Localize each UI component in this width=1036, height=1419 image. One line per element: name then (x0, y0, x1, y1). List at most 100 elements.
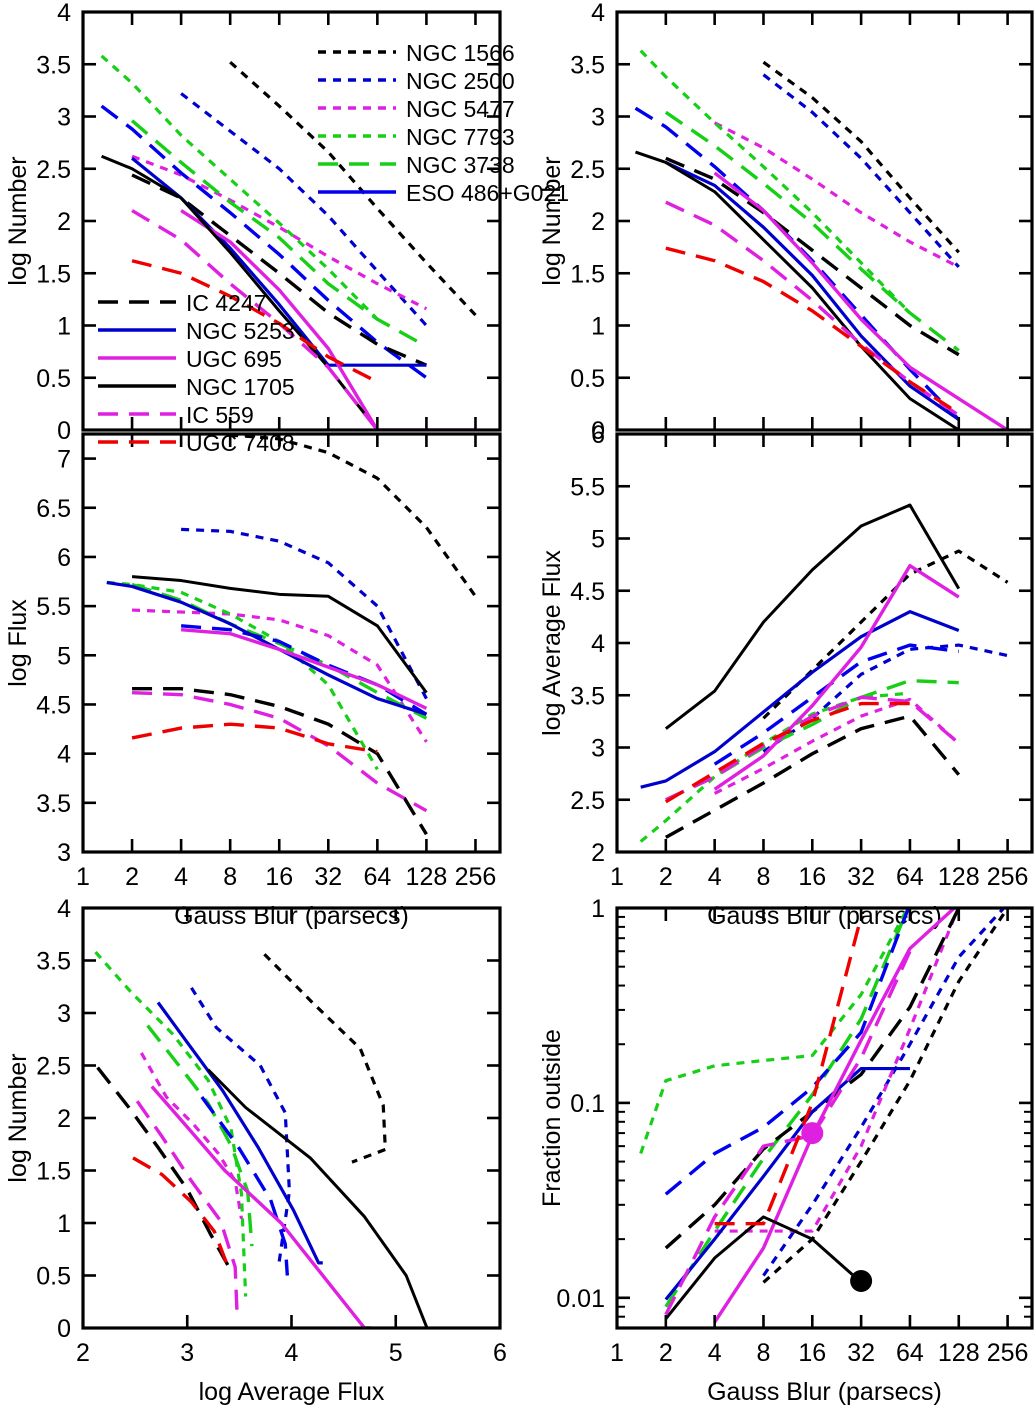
y-tick-label: 3 (591, 104, 605, 132)
y-tick-label: 1.5 (36, 260, 71, 288)
y-tick-label: 4 (57, 741, 71, 769)
series-line (762, 60, 960, 254)
series-line (664, 503, 961, 730)
series-line (263, 953, 387, 1164)
series-line (664, 908, 911, 1196)
y-tick-label: 3.5 (36, 51, 71, 79)
y-tick-label: 4 (57, 895, 71, 923)
series-line (665, 678, 959, 802)
y-tick-label: 1.5 (570, 260, 605, 288)
legend-label: NGC 7793 (406, 124, 515, 150)
y-tick-label: 0.01 (556, 1285, 605, 1313)
series-line (713, 121, 960, 269)
y-tick-label: 3 (57, 104, 71, 132)
y-tick-label: 3 (591, 735, 605, 763)
y-tick-label: 2.5 (36, 156, 71, 184)
legend-label: ESO 486+G021 (406, 180, 569, 206)
series-line (229, 60, 477, 317)
x-tick-label: 128 (938, 863, 980, 891)
series-line (664, 701, 910, 804)
y-tick-label: 4 (591, 630, 605, 658)
panel-3-y-axis-title: log Flux (4, 599, 32, 687)
y-tick-label: 2.5 (570, 156, 605, 184)
y-tick-label: 4 (57, 0, 71, 27)
series-line (664, 950, 912, 1316)
x-tick-label: 32 (847, 863, 875, 891)
x-tick-label: 2 (125, 863, 139, 891)
y-tick-label: 4.5 (36, 691, 71, 719)
panel-3: 1 2 4 8 16 32 64 128 256 3 3.5 4 4.5 5 5.5 6 6.5 7 log Flu… (4, 432, 502, 930)
x-tick-label: 2 (659, 1339, 673, 1367)
x-tick-label: 32 (847, 1339, 875, 1367)
series-line (106, 580, 427, 716)
y-tick-label: 4 (591, 0, 605, 27)
panel-2: 0 0.5 1 1.5 2 2.5 3 3.5 4 log Number (538, 0, 1034, 445)
x-tick-label: 3 (180, 1339, 194, 1367)
series-line (714, 908, 960, 1233)
panel-5: 2 3 4 5 6 0 0.5 1 1.5 2 2.5 3 3.5 4 log Number log Aver… (4, 895, 507, 1406)
panel-2-frame (615, 10, 1034, 432)
y-tick-label: 2 (591, 839, 605, 867)
series-line (664, 714, 961, 839)
x-tick-label: 256 (455, 863, 497, 891)
series-line (146, 1024, 254, 1247)
panel-1-plot-area (100, 54, 477, 430)
series-line (713, 563, 960, 791)
series-line (139, 1052, 244, 1220)
series-line (665, 246, 960, 415)
series-line (96, 1066, 231, 1268)
y-tick-label: 3.5 (36, 948, 71, 976)
series-line (762, 643, 1008, 754)
panel-4-plot-area (639, 503, 1009, 843)
series-line (230, 434, 477, 598)
x-tick-label: 4 (285, 1339, 299, 1367)
y-tick-label: 1.5 (36, 1158, 71, 1186)
y-tick-label: 1 (57, 1210, 71, 1238)
marker-magenta-endpoint (801, 1122, 824, 1145)
legend-label: NGC 5253 (186, 318, 295, 344)
y-tick-label: 0 (57, 1315, 71, 1343)
series-line (665, 695, 960, 802)
series-line (664, 1215, 863, 1320)
series-line (180, 209, 476, 430)
x-tick-label: 32 (314, 863, 342, 891)
y-tick-label: 2 (591, 208, 605, 236)
panel-5-y-axis-title: log Number (4, 1053, 32, 1182)
series-line (665, 161, 960, 421)
y-tick-label: 1 (591, 895, 605, 923)
legend-label: UGC 695 (186, 346, 282, 372)
series-line (665, 156, 960, 357)
marker-black-endpoint (850, 1269, 873, 1292)
panel-6-plot-area (639, 908, 1009, 1324)
y-tick-label: 1 (57, 313, 71, 341)
x-tick-label: 64 (896, 863, 924, 891)
panel-5-x-axis-title: log Average Flux (199, 1378, 385, 1406)
y-tick-label: 0.1 (570, 1090, 605, 1118)
legend-label: NGC 1705 (186, 374, 295, 400)
panel-5-plot-area (94, 951, 429, 1328)
legend-label: IC 559 (186, 402, 254, 428)
x-tick-label: 128 (406, 863, 448, 891)
x-tick-label: 6 (493, 1339, 507, 1367)
series-line (156, 1001, 323, 1265)
panel-1-y-axis-title: log Number (4, 156, 32, 285)
y-tick-label: 2.5 (36, 1053, 71, 1081)
x-tick-label: 64 (363, 863, 391, 891)
x-tick-label: 1 (610, 863, 624, 891)
legend-label: NGC 1566 (406, 40, 515, 66)
series-line (132, 687, 428, 836)
x-tick-label: 4 (708, 1339, 722, 1367)
series-line (131, 608, 428, 743)
series-line (640, 610, 960, 789)
series-line (135, 1100, 239, 1320)
y-tick-label: 7 (57, 446, 71, 474)
y-tick-label: 3 (57, 839, 71, 867)
x-tick-label: 8 (757, 1339, 771, 1367)
series-line (181, 527, 428, 700)
panel-5-frame (81, 906, 502, 1330)
series-line (639, 49, 912, 315)
panel-2-plot-area (634, 49, 1009, 430)
series-line (94, 951, 248, 1297)
